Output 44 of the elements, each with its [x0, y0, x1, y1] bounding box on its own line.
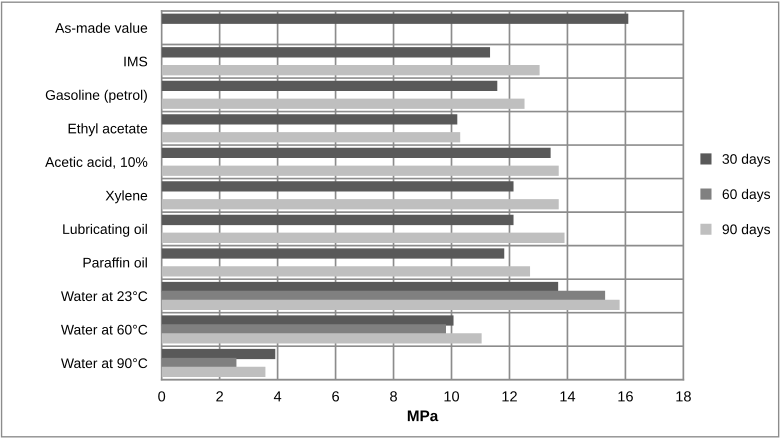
bar	[162, 65, 540, 76]
bar	[162, 181, 514, 192]
y-tick-label: Water at 23°C	[60, 291, 148, 302]
x-tick-label: 16	[618, 391, 633, 402]
x-tick-label: 18	[676, 391, 691, 402]
bar	[162, 14, 628, 24]
legend-label: 60 days	[722, 188, 770, 202]
y-tick-label: Ethyl acetate	[68, 123, 148, 136]
bar	[162, 98, 525, 109]
legend-label: 90 days	[722, 224, 770, 237]
bar	[162, 348, 276, 360]
y-tick-label: Acetic acid, 10%	[45, 156, 148, 169]
bar	[162, 148, 551, 158]
x-tick-label: 2	[216, 391, 223, 402]
bar	[162, 47, 490, 58]
y-tick-label: Water at 60°C	[60, 324, 148, 335]
y-tick-label: As-made value	[55, 22, 148, 33]
x-tick-label: 4	[274, 391, 282, 402]
x-tick-label: 10	[444, 391, 460, 402]
x-tick-label: 8	[390, 391, 397, 402]
y-tick-label: Gasoline (petrol)	[46, 90, 147, 103]
y-tick-label: IMS	[124, 56, 148, 66]
bar	[162, 80, 498, 91]
bar	[162, 300, 620, 310]
x-axis-title: MPa	[408, 410, 438, 422]
x-tick-label: 12	[502, 391, 517, 402]
bar	[162, 214, 514, 226]
bar	[162, 333, 482, 344]
y-tick-label: Xylene	[106, 190, 148, 204]
bar	[162, 199, 559, 210]
bar	[162, 166, 559, 176]
bar	[162, 114, 458, 125]
y-tick-label: Lubricating oil	[63, 224, 147, 237]
bar	[162, 232, 565, 243]
y-tick-label: Paraffin oil	[84, 257, 147, 268]
bar	[162, 248, 504, 259]
y-tick-label: Water at 90°C	[60, 358, 148, 368]
x-tick-label: 0	[158, 391, 166, 402]
x-tick-label: 6	[332, 391, 339, 402]
bar	[162, 366, 266, 378]
bar	[162, 132, 460, 142]
bar	[162, 266, 530, 276]
legend-label: 30 days	[722, 154, 770, 167]
x-tick-label: 14	[560, 391, 576, 402]
